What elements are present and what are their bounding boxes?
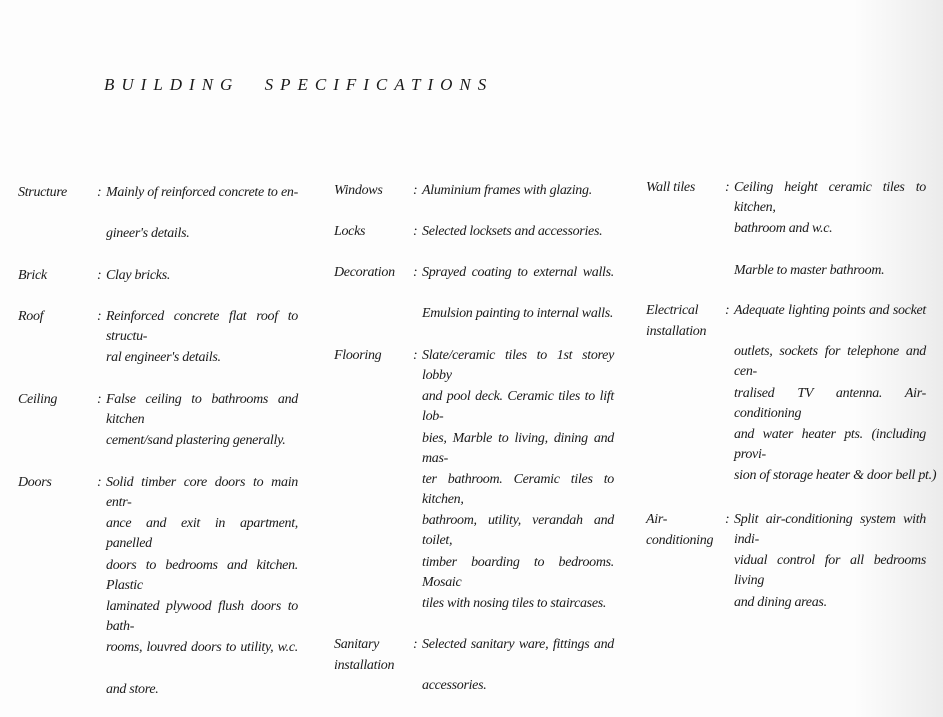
spec-text-line: vidual control for all bedrooms living xyxy=(734,553,926,589)
scan-shading xyxy=(853,0,943,717)
spec-text-line: Split air-conditioning system with indi- xyxy=(734,512,926,547)
spec-label: Air- xyxy=(646,512,668,527)
spec-text-line: Slate/ceramic tiles to 1st storey lobby xyxy=(422,348,614,383)
separator-colon: : xyxy=(725,303,730,318)
separator-colon: : xyxy=(413,183,418,198)
spec-text-line: ter bathroom. Ceramic tiles to kitchen, xyxy=(422,471,614,507)
spec-text-line: Adequate lighting points and socket xyxy=(734,303,926,318)
separator-colon: : xyxy=(413,265,418,280)
separator-colon: : xyxy=(97,475,102,490)
separator-colon: : xyxy=(97,185,102,200)
spec-text-line: Selected sanitary ware, fittings and xyxy=(422,637,614,652)
spec-label: Structure xyxy=(18,185,67,200)
spec-text-line: ance and exit in apartment, panelled xyxy=(106,516,298,552)
spec-text-line: Clay bricks. xyxy=(106,268,171,283)
spec-label: Roof xyxy=(18,309,44,324)
spec-text-line: bathroom, utility, verandah and toilet, xyxy=(422,513,614,549)
spec-text-line: and dining areas. xyxy=(734,594,827,610)
spec-text-line: Reinforced concrete flat roof to structu… xyxy=(106,309,298,344)
spec-label: Wall tiles xyxy=(646,180,695,195)
spec-text-line: Marble to master bathroom. xyxy=(734,262,885,278)
spec-text-line: Solid timber core doors to main entr- xyxy=(106,475,298,510)
spec-label: Locks xyxy=(334,224,366,239)
spec-text-line: Ceiling height ceramic tiles to kitchen, xyxy=(734,180,926,215)
spec-text-line: and pool deck. Ceramic tiles to lift lob… xyxy=(422,389,614,425)
spec-text-line: tiles with nosing tiles to staircases. xyxy=(422,595,607,611)
spec-text-line: and water heater pts. (including provi- xyxy=(734,426,926,462)
page-title: BUILDING SPECIFICATIONS xyxy=(104,75,494,95)
spec-text-line: outlets, sockets for telephone and cen- xyxy=(734,344,926,380)
separator-colon: : xyxy=(97,392,102,407)
spec-text-line: cement/sand plastering generally. xyxy=(106,433,286,449)
separator-colon: : xyxy=(725,180,730,195)
spec-text-line: laminated plywood flush doors to bath- xyxy=(106,598,298,634)
spec-text-line: gineer's details. xyxy=(106,226,190,242)
spec-text-line: tralised TV antenna. Air-conditioning xyxy=(734,385,926,421)
spec-text-line: False ceiling to bathrooms and kitchen xyxy=(106,392,298,427)
separator-colon: : xyxy=(413,224,418,239)
separator-colon: : xyxy=(97,268,102,283)
spec-label: Decoration xyxy=(334,265,395,280)
spec-label: Electrical xyxy=(646,303,699,318)
spec-text-line: Selected locksets and accessories. xyxy=(422,224,603,239)
spec-label: Sanitary xyxy=(334,637,380,652)
spec-text-line: Sprayed coating to external walls. xyxy=(422,265,614,280)
separator-colon: : xyxy=(97,309,102,324)
spec-label: Flooring xyxy=(334,348,382,363)
spec-label: conditioning xyxy=(646,533,714,548)
spec-text-line: bies, Marble to living, dining and mas- xyxy=(422,430,614,466)
spec-label: Windows xyxy=(334,183,383,198)
spec-text-line: accessories. xyxy=(422,678,487,694)
separator-colon: : xyxy=(413,637,418,652)
spec-label: Doors xyxy=(18,475,52,490)
spec-text-line: Emulsion painting to internal walls. xyxy=(422,306,614,322)
spec-text-line: sion of storage heater & door bell pt.) xyxy=(734,468,937,484)
spec-text-line: timber boarding to bedrooms. Mosaic xyxy=(422,554,614,590)
spec-text-line: ral engineer's details. xyxy=(106,350,221,366)
spec-text-line: rooms, louvred doors to utility, w.c. xyxy=(106,640,298,656)
spec-label: installation xyxy=(646,324,707,339)
separator-colon: : xyxy=(413,348,418,363)
spec-label: Brick xyxy=(18,268,47,283)
separator-colon: : xyxy=(725,512,730,527)
spec-label: installation xyxy=(334,658,395,673)
spec-text-line: Mainly of reinforced concrete to en- xyxy=(106,185,298,200)
spec-text-line: Aluminium frames with glazing. xyxy=(422,183,592,198)
spec-text-line: bathroom and w.c. xyxy=(734,221,833,237)
spec-text-line: and store. xyxy=(106,681,159,697)
spec-label: Ceiling xyxy=(18,392,58,407)
spec-text-line: doors to bedrooms and kitchen. Plastic xyxy=(106,557,298,593)
